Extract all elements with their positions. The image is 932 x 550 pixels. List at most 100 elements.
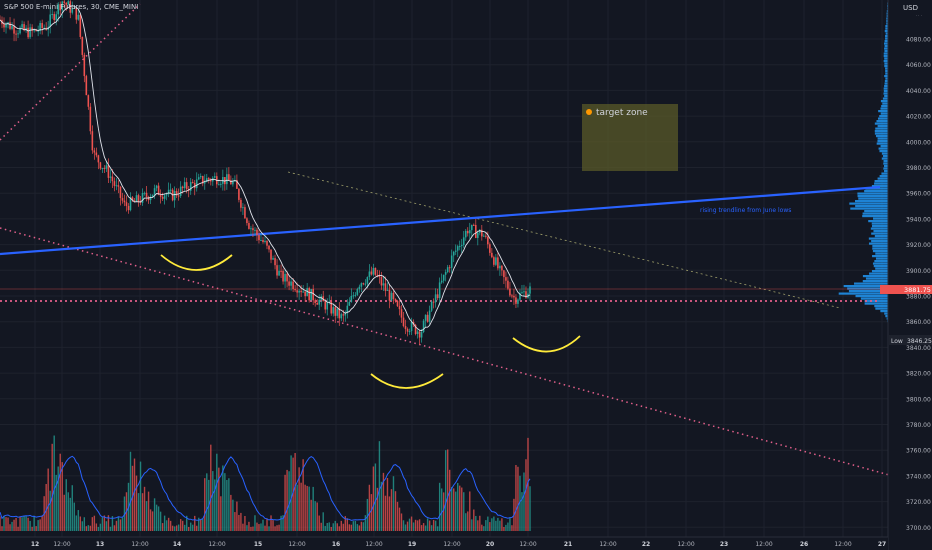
volume-bar bbox=[147, 491, 150, 531]
volume-profile-bar bbox=[881, 157, 888, 160]
volume-bar bbox=[364, 515, 367, 531]
volume-bar bbox=[485, 520, 487, 531]
volume-bar bbox=[276, 525, 278, 531]
volume-bar bbox=[370, 494, 373, 531]
volume-bar bbox=[23, 515, 25, 531]
candle bbox=[404, 319, 407, 335]
volume-bar bbox=[507, 522, 509, 531]
price-tick-label: 3700.00 bbox=[906, 525, 931, 532]
volume-bar bbox=[400, 513, 403, 531]
candle bbox=[175, 188, 178, 199]
volume-profile-bar bbox=[877, 125, 888, 128]
volume-profile-bar bbox=[886, 10, 888, 13]
volume-profile-bar bbox=[877, 177, 888, 180]
volume-bar bbox=[93, 515, 96, 531]
volume-bar bbox=[430, 525, 433, 531]
volume-profile-bar bbox=[854, 282, 888, 285]
candle bbox=[149, 193, 152, 205]
volume-bar bbox=[143, 486, 146, 531]
volume-bar bbox=[314, 501, 316, 531]
volume-bar bbox=[511, 525, 513, 531]
candle bbox=[27, 20, 29, 40]
candle bbox=[145, 185, 148, 202]
price-tick-label: 3960.00 bbox=[906, 191, 931, 198]
volume-bar bbox=[300, 482, 302, 531]
volume-bar bbox=[173, 526, 176, 531]
volume-bar bbox=[31, 526, 33, 531]
rising-trendline bbox=[0, 185, 881, 256]
volume-bar bbox=[426, 518, 429, 531]
candle bbox=[250, 225, 252, 236]
volume-profile-bar bbox=[862, 275, 888, 278]
candle bbox=[59, 1, 62, 15]
candle bbox=[424, 314, 427, 328]
volume-bar bbox=[270, 515, 272, 531]
volume-bar bbox=[344, 516, 347, 531]
volume-profile-bar bbox=[884, 57, 888, 60]
volume-bar bbox=[428, 520, 431, 531]
candle bbox=[448, 264, 451, 273]
candle bbox=[398, 299, 401, 316]
volume-bar bbox=[408, 518, 411, 531]
price-axis: 4080.00 4060.00 4040.00 4020.00 4000.00 3980.… bbox=[906, 37, 931, 532]
candle bbox=[163, 193, 166, 205]
candle bbox=[222, 169, 224, 191]
volume-bar bbox=[266, 518, 268, 531]
price-tick-label: 3720.00 bbox=[906, 499, 931, 506]
volume-bar bbox=[254, 515, 256, 531]
currency-label[interactable]: USD bbox=[903, 4, 918, 12]
volume-bar bbox=[87, 525, 90, 531]
volume-bar bbox=[519, 475, 521, 531]
volume-bar bbox=[457, 482, 459, 531]
candle bbox=[348, 297, 351, 306]
volume-bar bbox=[129, 451, 132, 531]
candle bbox=[527, 288, 529, 299]
volume-profile-bar bbox=[868, 220, 888, 223]
volume-bar bbox=[141, 493, 144, 531]
candle bbox=[292, 278, 294, 292]
candle bbox=[278, 264, 280, 277]
symbol-title[interactable]: S&P 500 E-mini Futures, 30, CME_MINI bbox=[4, 3, 139, 11]
volume-bar bbox=[406, 521, 409, 531]
volume-bar bbox=[206, 473, 208, 531]
volume-bar bbox=[346, 518, 349, 531]
volume-profile-bar bbox=[880, 112, 888, 115]
volume-profile-bar bbox=[884, 82, 888, 85]
candle bbox=[61, 0, 64, 18]
candle bbox=[416, 329, 419, 339]
candle bbox=[503, 269, 505, 284]
candle bbox=[396, 299, 399, 308]
candle bbox=[280, 264, 282, 279]
volume-profile-bar bbox=[848, 290, 888, 293]
candle bbox=[260, 233, 262, 242]
volume-bar bbox=[11, 521, 13, 531]
volume-bar bbox=[262, 519, 264, 531]
candle bbox=[13, 18, 15, 42]
candle bbox=[224, 176, 226, 191]
volume-profile-bar bbox=[885, 25, 888, 28]
volume-profile-bar bbox=[869, 272, 888, 275]
volume-profile-bar bbox=[871, 225, 888, 228]
candle bbox=[125, 195, 128, 212]
time-tick-label: 12:00 bbox=[443, 541, 460, 548]
volume-bar bbox=[444, 450, 447, 531]
volume-bar bbox=[438, 482, 441, 531]
volume-bar bbox=[188, 526, 190, 531]
volume-profile-bar bbox=[874, 130, 888, 133]
candle bbox=[135, 191, 138, 202]
volume-bar bbox=[280, 515, 282, 531]
volume-bar bbox=[196, 525, 198, 531]
volume-bar bbox=[374, 463, 377, 531]
volume-bar bbox=[131, 465, 134, 531]
candle bbox=[318, 294, 321, 310]
volume-profile-bar bbox=[884, 47, 888, 50]
volume-bar bbox=[294, 453, 296, 531]
candle bbox=[507, 276, 509, 291]
volume-bar bbox=[17, 526, 19, 531]
volume-bar bbox=[27, 517, 29, 531]
volume-profile-bar bbox=[885, 32, 888, 35]
candle bbox=[493, 255, 495, 267]
volume-profile-bar bbox=[883, 55, 888, 58]
volume-profile-bar bbox=[881, 152, 888, 155]
